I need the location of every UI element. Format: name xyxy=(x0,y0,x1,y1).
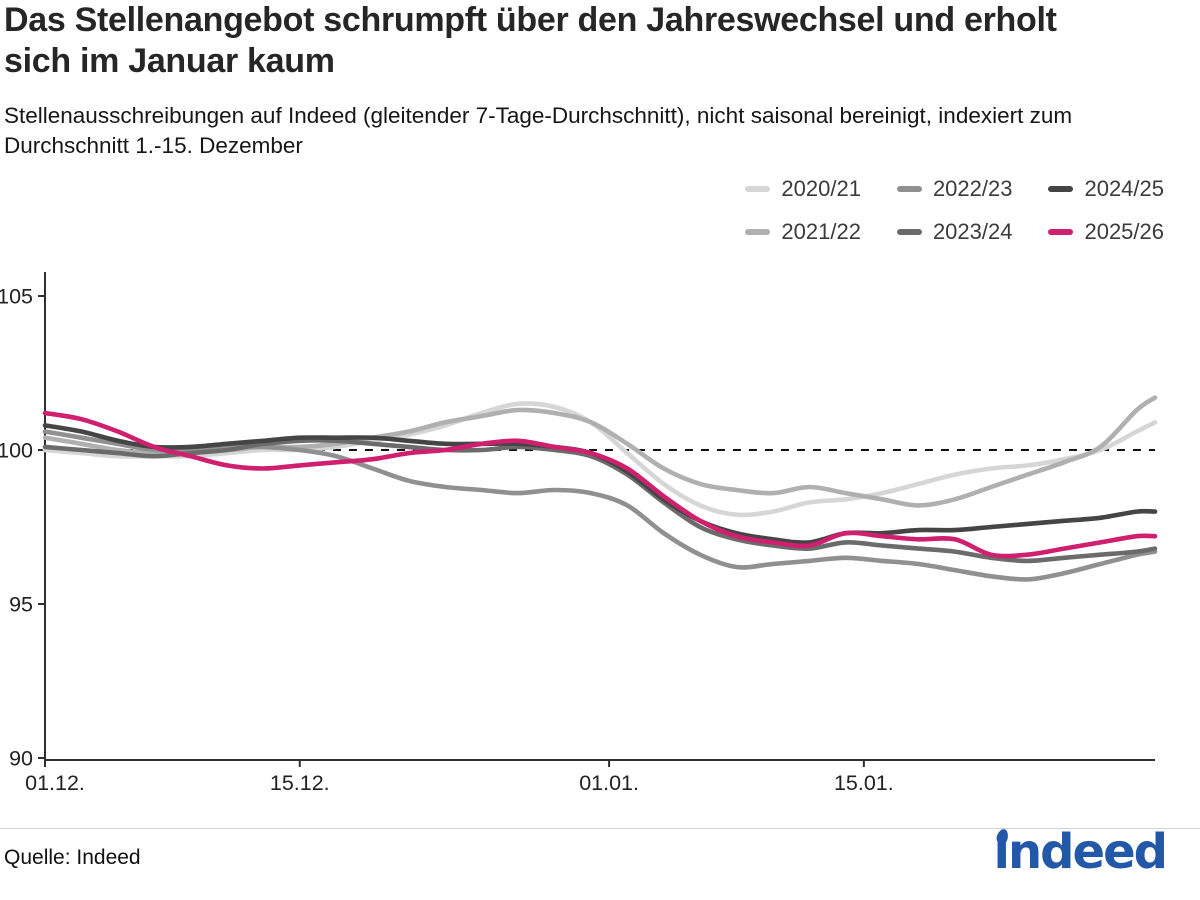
legend-swatch-icon xyxy=(896,186,922,192)
y-tick-label: 100 xyxy=(0,439,33,463)
legend-item-2025-26: 2025/26 xyxy=(1048,219,1164,245)
footer-divider xyxy=(0,828,1200,829)
legend-swatch-icon xyxy=(745,186,771,192)
chart-title: Das Stellenangebot schrumpft über den Ja… xyxy=(4,1,1057,81)
legend-swatch-icon xyxy=(1048,186,1074,192)
legend-item-2024-25: 2024/25 xyxy=(1048,176,1164,202)
legend-item-2022-23: 2022/23 xyxy=(896,176,1013,202)
indeed-logo-text: ındeed xyxy=(993,824,1168,880)
series-line-2023-24 xyxy=(42,438,1158,564)
x-tick-label: 01.12. xyxy=(25,771,85,795)
legend-label: 2020/21 xyxy=(781,176,861,201)
legend-label: 2021/22 xyxy=(781,219,861,244)
series-line-2022-23 xyxy=(42,429,1158,582)
legend-label: 2025/26 xyxy=(1084,219,1164,244)
y-tick-label: 105 xyxy=(0,285,33,309)
y-tick-label: 95 xyxy=(9,593,33,617)
legend-swatch-icon xyxy=(896,229,922,235)
legend-label: 2024/25 xyxy=(1084,176,1164,201)
series-line-2020-21 xyxy=(42,401,1158,518)
source-note: Quelle: Indeed xyxy=(4,846,141,869)
legend-item-2020-21: 2020/21 xyxy=(745,176,861,202)
series-line-2024-25 xyxy=(42,423,1158,545)
y-tick-label: 90 xyxy=(9,747,33,771)
legend-item-2021-22: 2021/22 xyxy=(745,219,861,245)
legend-label: 2023/24 xyxy=(932,219,1013,244)
legend-swatch-icon xyxy=(1048,229,1074,235)
chart-subtitle: Stellenausschreibungen auf Indeed (gleit… xyxy=(4,103,1073,158)
x-tick-label: 15.01. xyxy=(834,771,894,795)
legend-swatch-icon xyxy=(745,229,771,235)
indeed-logo: ındeed xyxy=(993,824,1168,884)
legend-item-2023-24: 2023/24 xyxy=(896,219,1013,245)
series-line-2025-26 xyxy=(42,410,1158,559)
legend-label: 2022/23 xyxy=(932,176,1013,201)
x-tick-label: 01.01. xyxy=(579,771,639,795)
legend: 2020/21 2022/23 2024/25 2021/22 2023/24 2025/… xyxy=(745,176,1164,245)
x-tick-label: 15.12. xyxy=(270,771,330,795)
axis-lines xyxy=(44,272,1155,761)
